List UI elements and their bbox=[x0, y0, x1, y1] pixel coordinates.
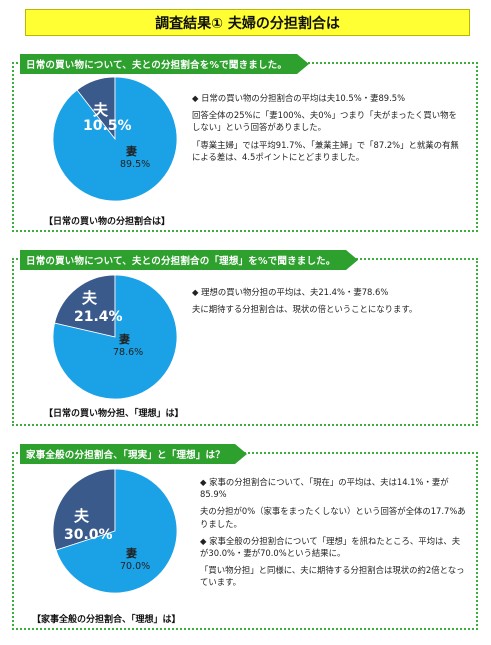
slice-label-wife: 妻 bbox=[126, 145, 137, 158]
pie-chart: 夫 30.0% 妻 70.0% bbox=[50, 466, 180, 596]
pie-slice-husband bbox=[52, 468, 116, 551]
text-line: ◆ 家事の分担割合について、「現在」の平均は、夫は14.1%・妻が85.9% bbox=[200, 477, 449, 500]
slice-label-wife: 妻 bbox=[126, 547, 137, 560]
slice-value-wife: 89.5% bbox=[120, 159, 151, 170]
text-line: ◆ 理想の買い物分担の平均は、夫21.4%・妻78.6% bbox=[192, 287, 389, 297]
text-line: 「専業主婦」では平均91.7%、「兼業主婦」で「87.2%」と就業の有無による差… bbox=[192, 139, 459, 162]
text-line: 「買い物分担」と同様に、夫に期待する分担割合は現状の約2倍となっています。 bbox=[200, 565, 465, 588]
pie-slice-wife bbox=[52, 76, 178, 202]
pie-chart: 夫 10.5% 妻 89.5% bbox=[50, 74, 180, 204]
text-line: 回答全体の25%に「妻100%、夫0%」つまり「夫がまったく買い物をしない」とい… bbox=[192, 110, 457, 133]
slice-value-husband: 30.0% bbox=[64, 527, 113, 543]
slice-value-husband: 10.5% bbox=[83, 118, 132, 134]
section-text: ◆ 理想の買い物分担の平均は、夫21.4%・妻78.6% 夫に期待する分担割合は… bbox=[192, 286, 467, 320]
page-title-text: 調査結果① 夫婦の分担割合は bbox=[155, 15, 340, 32]
section-header: 日常の買い物について、夫との分担割合を%で聞きました。 bbox=[20, 54, 310, 74]
text-line: 夫に期待する分担割合は、現状の倍ということになります。 bbox=[192, 304, 418, 315]
section-housework: 家事全般の分担割合、「現実」と「理想」は？ 夫 30.0% 妻 70.0% 【家… bbox=[12, 444, 478, 630]
chart-caption: 【家事全般の分担割合、「理想」は】 bbox=[32, 615, 181, 625]
pie-svg bbox=[52, 76, 178, 202]
slice-value-wife: 70.0% bbox=[120, 561, 151, 572]
text-line: 夫の分担が0%（家事をまったくしない）という回答が全体の17.7%ありました。 bbox=[200, 506, 466, 529]
section-shopping-ideal: 日常の買い物について、夫との分担割合の「理想」を%で聞きました。 夫 21.4%… bbox=[12, 250, 478, 426]
slice-value-husband: 21.4% bbox=[74, 309, 123, 325]
slice-label-husband: 夫 bbox=[74, 507, 90, 525]
text-line: ◆ 家事全般の分担割合について「理想」を訊ねたところ、平均は、夫が30.0%・妻… bbox=[200, 535, 461, 558]
pie-svg bbox=[52, 468, 178, 594]
pie-slice-wife bbox=[52, 274, 178, 400]
pie-slice-wife bbox=[55, 468, 178, 594]
slice-value-wife: 78.6% bbox=[113, 347, 144, 358]
chart-caption: 【日常の買い物の分担割合は】 bbox=[44, 217, 171, 227]
slice-label-husband: 夫 bbox=[93, 101, 109, 119]
section-header: 日常の買い物について、夫との分担割合の「理想」を%で聞きました。 bbox=[20, 250, 358, 270]
text-line: ◆ 日常の買い物の分担割合の平均は夫10.5%・妻89.5% bbox=[192, 93, 406, 103]
slice-label-wife: 妻 bbox=[119, 333, 130, 346]
chart-caption: 【日常の買い物分担、「理想」は】 bbox=[44, 409, 184, 419]
slice-label-husband: 夫 bbox=[82, 289, 98, 307]
pie-slice-husband bbox=[54, 274, 116, 338]
section-header: 家事全般の分担割合、「現実」と「理想」は？ bbox=[20, 444, 247, 464]
section-shopping-actual: 日常の買い物について、夫との分担割合を%で聞きました。 夫 10.5% 妻 89… bbox=[12, 54, 478, 232]
pie-svg bbox=[52, 274, 178, 400]
section-text: ◆ 日常の買い物の分担割合の平均は夫10.5%・妻89.5% 回答全体の25%に… bbox=[192, 92, 462, 168]
page-title: 調査結果① 夫婦の分担割合は bbox=[25, 9, 470, 36]
pie-chart: 夫 21.4% 妻 78.6% bbox=[50, 272, 180, 402]
section-text: ◆ 家事の分担割合について、「現在」の平均は、夫は14.1%・妻が85.9% 夫… bbox=[200, 476, 468, 594]
